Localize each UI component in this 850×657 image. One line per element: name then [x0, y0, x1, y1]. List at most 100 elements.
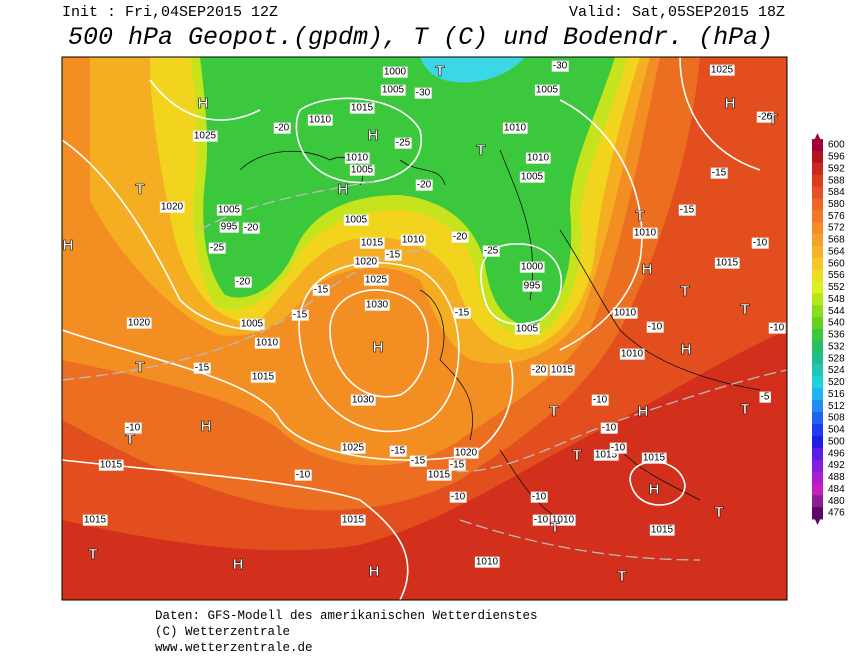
- colorbar-swatch: [812, 139, 823, 152]
- temperature-label: -20: [417, 180, 432, 191]
- colorbar-label: 520: [828, 377, 845, 388]
- colorbar-label: 592: [828, 163, 845, 174]
- pressure-label: 1015: [651, 525, 674, 536]
- temperature-label-box: [291, 309, 309, 321]
- colorbar-label: 560: [828, 258, 845, 269]
- pressure-label: 1015: [351, 103, 374, 114]
- colorbar-label: 576: [828, 211, 845, 222]
- colorbar-swatch: [812, 162, 823, 176]
- isobar: [629, 461, 686, 506]
- temperature-label-box: [208, 242, 226, 254]
- pressure-label: 1000: [521, 262, 544, 273]
- pressure-label: 1005: [382, 85, 405, 96]
- pressure-label: 1015: [100, 460, 123, 471]
- temperature-label: -10: [602, 423, 617, 434]
- temperature-label-box: [451, 231, 469, 243]
- pressure-label: 1015: [252, 372, 275, 383]
- pressure-label: 1010: [402, 235, 425, 246]
- isobar: [559, 57, 761, 351]
- pressure-label: 1020: [128, 318, 151, 329]
- pressure-label-box: [82, 514, 108, 526]
- colorbar-label: 556: [828, 270, 845, 281]
- colorbar-swatch: [812, 412, 823, 425]
- pressure-label: 1005: [536, 85, 559, 96]
- pressure-label-box: [502, 122, 528, 134]
- colorbar-swatch: [812, 459, 823, 472]
- pressure-label-box: [364, 299, 390, 311]
- colorbar-swatch: [812, 210, 823, 223]
- colorbar-swatch: [812, 150, 823, 164]
- pressure-center: T: [135, 181, 144, 198]
- init-time: Init : Fri,04SEP2015 12Z: [62, 4, 278, 21]
- pressure-label-box: [641, 452, 667, 464]
- colorbar-swatch: [812, 222, 823, 235]
- pressure-label-box: [250, 371, 276, 383]
- pressure-label-box: [307, 114, 333, 126]
- isobar: [62, 79, 261, 331]
- pressure-label: 1010: [256, 338, 279, 349]
- pressure-label: 1005: [218, 205, 241, 216]
- colorbar-swatch: [812, 376, 823, 389]
- pressure-label: 1030: [352, 395, 375, 406]
- temperature-label: -20: [275, 123, 290, 134]
- temperature-label: -10: [451, 492, 466, 503]
- temperature-label: -30: [416, 88, 431, 99]
- temperature-label: -20: [532, 365, 547, 376]
- pressure-label-box: [340, 514, 366, 526]
- colorbar-label: 600: [828, 140, 845, 151]
- pressure-label-box: [343, 214, 369, 226]
- colorbar-swatch: [812, 186, 823, 199]
- colorbar-label: 572: [828, 223, 845, 234]
- temperature-label-box: [710, 167, 728, 179]
- pressure-label-box: [534, 84, 560, 96]
- pressure-label-box: [632, 227, 658, 239]
- temperature-label-box: [273, 122, 291, 134]
- temperature-label-box: [756, 111, 774, 123]
- pressure-label: 1005: [241, 319, 264, 330]
- isobar: [298, 261, 460, 433]
- colorbar-label: 596: [828, 152, 845, 163]
- temperature-label-box: [646, 321, 664, 333]
- pressure-label-box: [519, 171, 545, 183]
- pressure-label-box: [649, 524, 675, 536]
- pressure-label: 1005: [516, 324, 539, 335]
- colorbar-label: 488: [828, 472, 845, 483]
- temperature-label-box: [193, 362, 211, 374]
- pressure-center: T: [135, 359, 144, 376]
- colorbar-label: 528: [828, 353, 845, 364]
- temperature-label: -10: [126, 423, 141, 434]
- pressure-label: 1020: [455, 448, 478, 459]
- pressure-label: 1015: [716, 258, 739, 269]
- pressure-label-box: [340, 442, 366, 454]
- temperature-label: -10: [534, 515, 549, 526]
- pressure-label: 1010: [634, 228, 657, 239]
- colorbar-swatch: [812, 293, 823, 306]
- coastline: [239, 149, 761, 521]
- temperature-label-box: [448, 459, 466, 471]
- pressure-label: 1020: [355, 257, 378, 268]
- colorbar-swatch: [812, 400, 823, 413]
- temperature-label-box: [591, 394, 609, 406]
- pressure-label-box: [400, 234, 426, 246]
- pressure-label-box: [709, 64, 735, 76]
- pressure-label: 1010: [552, 515, 575, 526]
- colorbar-swatch: [812, 305, 823, 318]
- pressure-label-box: [126, 317, 152, 329]
- pressure-label: 1010: [504, 123, 527, 134]
- temperature-label-box: [234, 276, 252, 288]
- pressure-label-box: [426, 469, 452, 481]
- temperature-label: -15: [386, 250, 401, 261]
- temperature-label-box: [678, 204, 696, 216]
- temperature-label: -5: [761, 392, 770, 403]
- pressure-label: 1000: [384, 67, 407, 78]
- pressure-center: T: [476, 142, 485, 159]
- colorbar-swatch: [812, 174, 823, 188]
- temperature-label: -10: [593, 395, 608, 406]
- colorbar-label: 588: [828, 175, 845, 186]
- pressure-label-box: [349, 164, 375, 176]
- pressure-label-box: [522, 280, 542, 292]
- pressure-label: 1010: [621, 349, 644, 360]
- pressure-label: 1010: [309, 115, 332, 126]
- colorbar-label: 540: [828, 318, 845, 329]
- pressure-label: 1015: [361, 238, 384, 249]
